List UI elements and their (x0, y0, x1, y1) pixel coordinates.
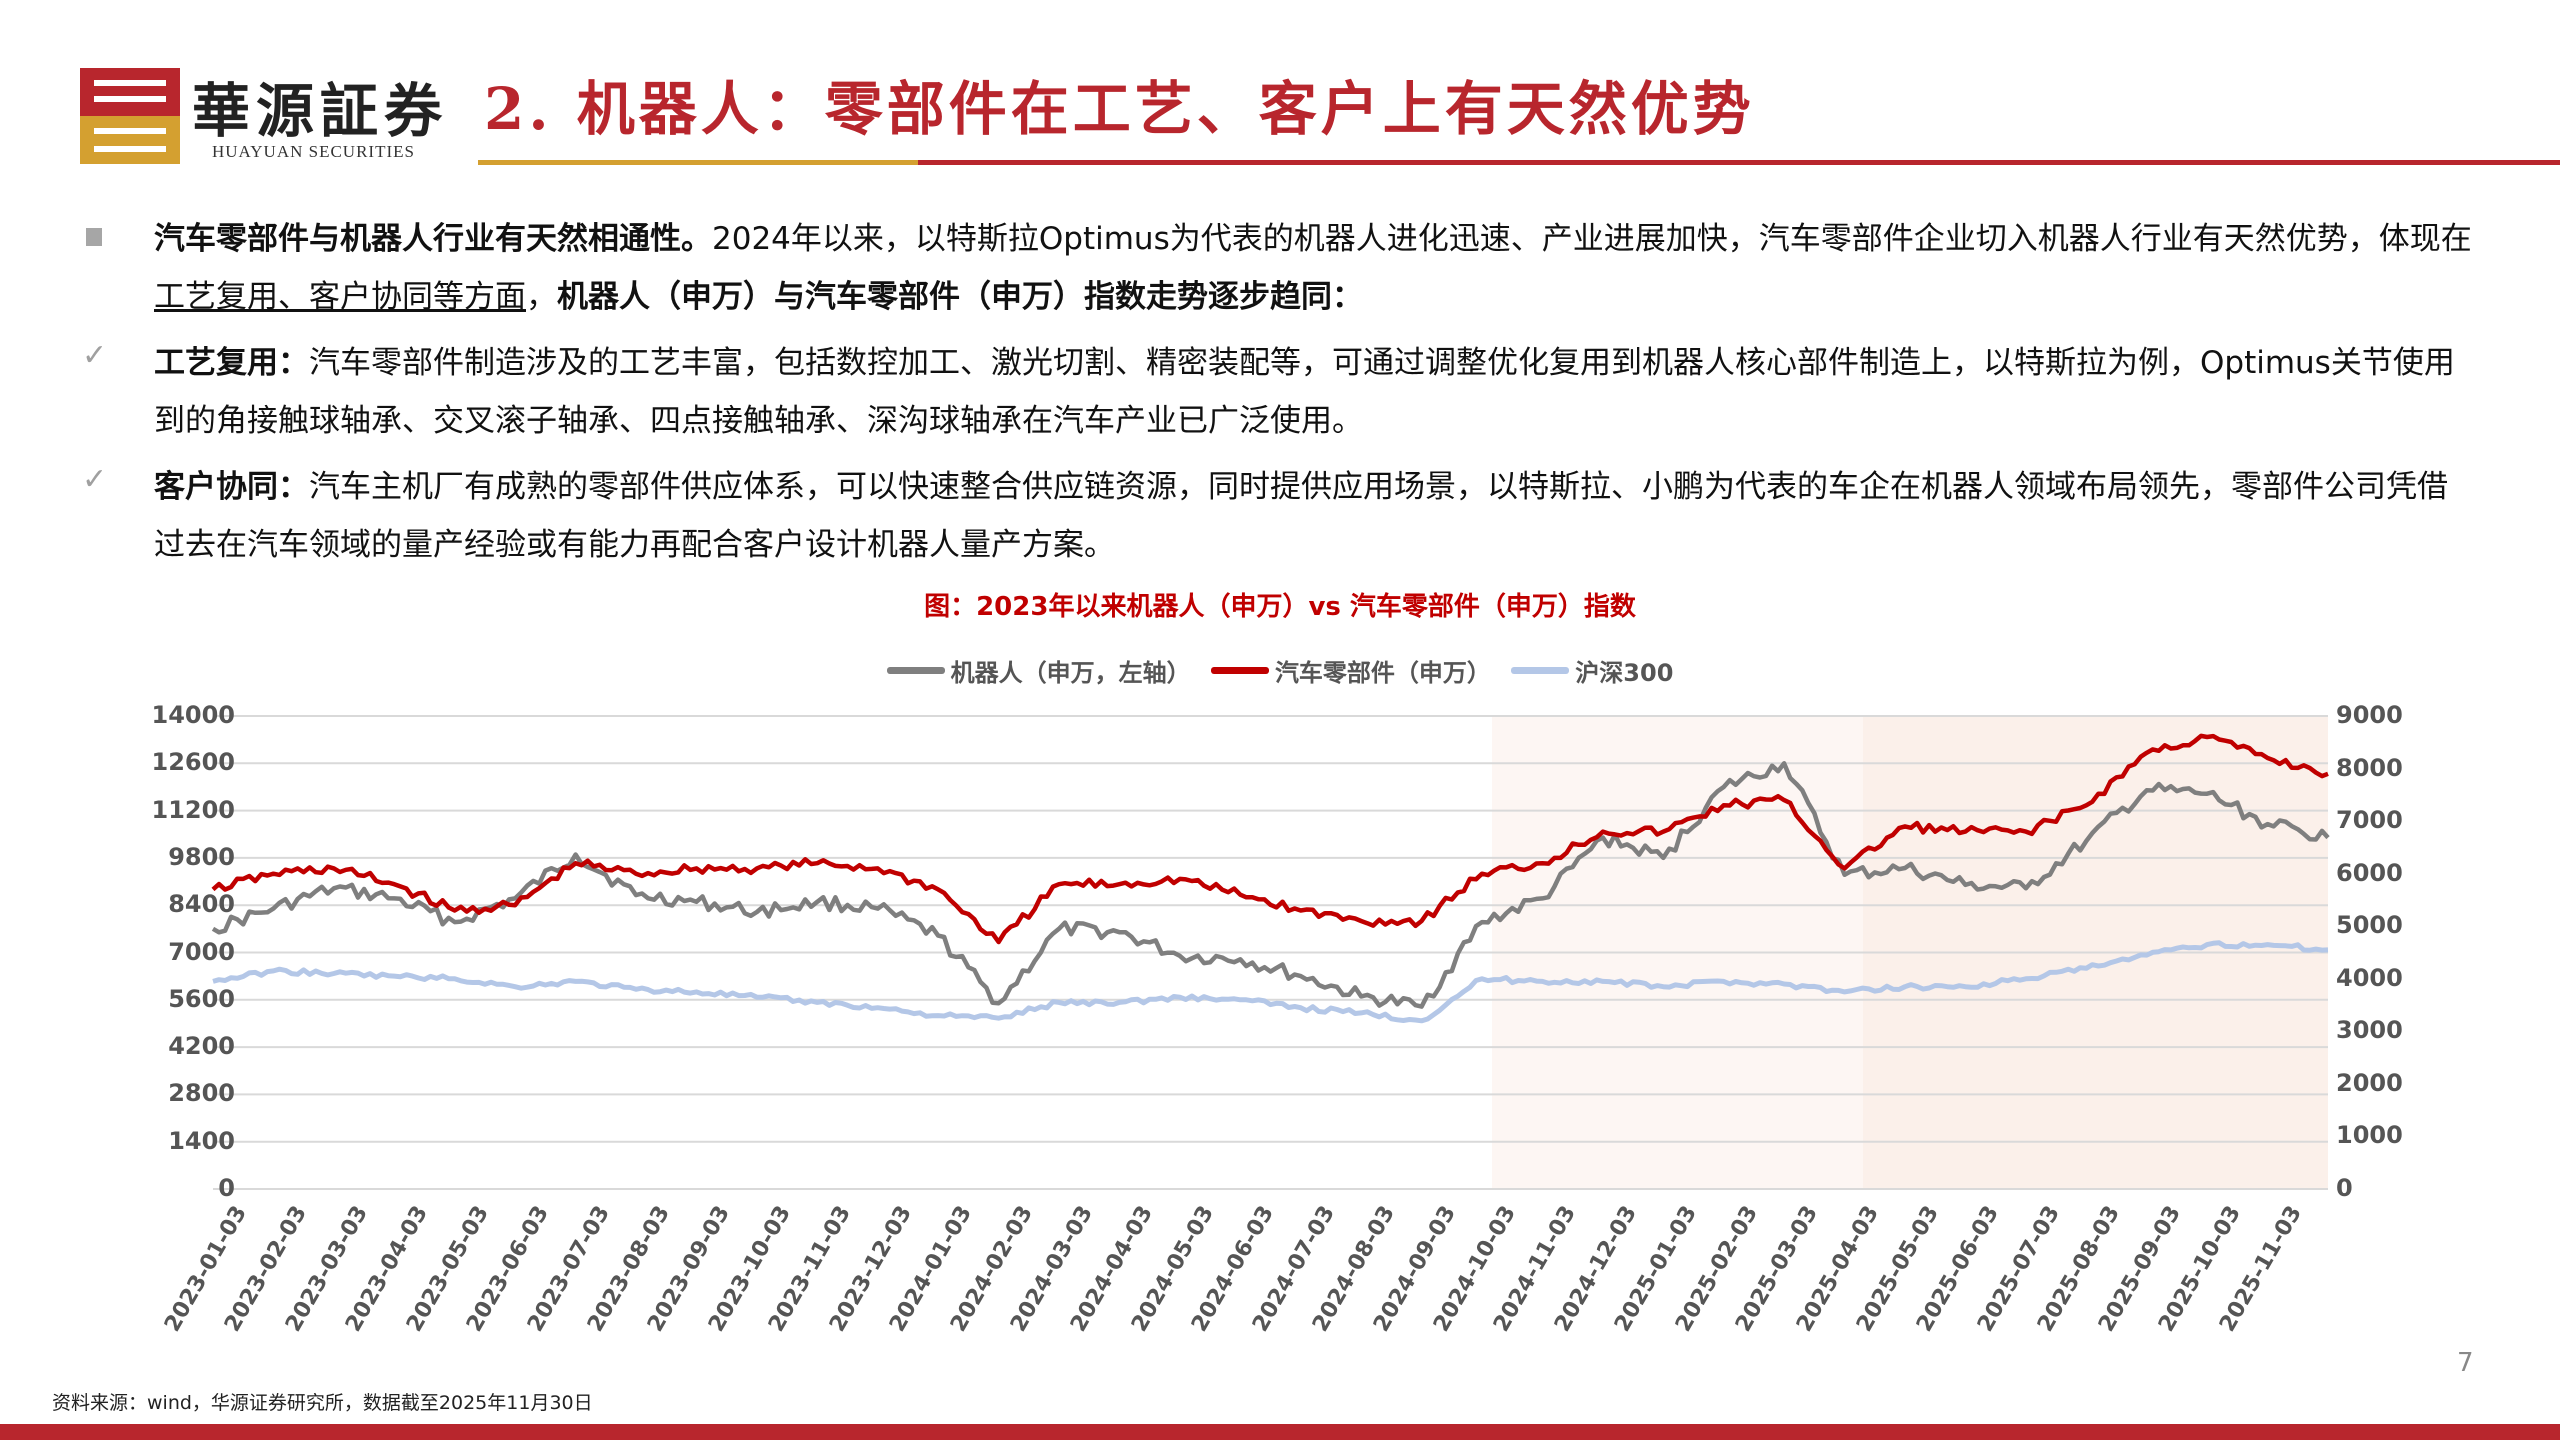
legend-swatch-csi300 (1511, 667, 1570, 674)
title-divider-red (918, 160, 2560, 165)
legend-item-robot: 机器人（申万，左轴） (886, 653, 1191, 688)
series-line-auto-parts (211, 733, 2329, 945)
customer-synergy-text: 汽车主机厂有成熟的零部件供应体系，可以快速整合供应链资源，同时提供应用场景，以特… (154, 469, 2448, 563)
series-line-csi300 (212, 940, 2329, 1024)
right-axis-tick: 9000 (2336, 701, 2403, 729)
intro-text: 2024年以来，以特斯拉Optimus为代表的机器人进化迅速、产业进展加快，汽车… (712, 221, 2472, 257)
brand-logo (80, 68, 180, 164)
chart-title: 图：2023年以来机器人（申万）vs 汽车零部件（申万）指数 (924, 592, 1636, 622)
right-axis-tick: 4000 (2336, 963, 2403, 992)
title-divider-gold (478, 160, 918, 165)
legend-label-csi300: 沪深300 (1575, 659, 1674, 687)
check-bullet-icon: ✓ (82, 338, 108, 373)
process-reuse-lead: 工艺复用： (154, 345, 309, 381)
legend-label-auto-parts: 汽车零部件（申万） (1274, 659, 1491, 687)
right-axis-tick: 2000 (2336, 1068, 2403, 1097)
brand-name-cn: 華源証券 (192, 77, 449, 145)
right-axis-tick: 6000 (2336, 858, 2403, 887)
left-axis-tick: 0 (218, 1174, 235, 1202)
process-reuse-text: 汽车零部件制造涉及的工艺丰富，包括数控加工、激光切割、精密装配等，可通过调整优化… (154, 345, 2455, 439)
left-axis-tick: 12600 (151, 748, 236, 777)
left-axis-tick: 8400 (168, 890, 235, 919)
customer-synergy-lead: 客户协同： (154, 469, 309, 505)
left-axis-tick: 9800 (168, 842, 235, 871)
left-axis-tick: 2800 (168, 1079, 235, 1108)
brand-name-en: HUAYUAN SECURITIES (212, 142, 415, 161)
footer-bar (0, 1424, 2560, 1440)
left-axis-tick: 1400 (168, 1126, 235, 1155)
left-axis-tick: 4200 (168, 1032, 235, 1061)
left-axis-tick: 7000 (168, 937, 235, 966)
left-axis-tick: 11200 (151, 795, 236, 824)
right-axis-tick: 7000 (2336, 806, 2403, 835)
left-axis-tick: 14000 (151, 701, 236, 729)
page-title: 2. 机器人：零部件在工艺、客户上有天然优势 (484, 75, 1755, 143)
intro-comma: ， (526, 279, 557, 315)
legend-item-csi300: 沪深300 (1511, 653, 1673, 688)
chart-legend: 机器人（申万，左轴） 汽车零部件（申万） 沪深300 (0, 652, 2560, 688)
check-bullet-icon: ✓ (82, 462, 108, 497)
paragraph-customer-synergy: 客户协同：汽车主机厂有成熟的零部件供应体系，可以快速整合供应链资源，同时提供应用… (154, 458, 2474, 574)
right-axis-tick: 5000 (2336, 911, 2403, 940)
data-source-note: 资料来源：wind，华源证券研究所，数据截至2025年11月30日 (52, 1392, 593, 1414)
square-bullet-icon (86, 228, 102, 246)
intro-underline: 工艺复用、客户协同等方面 (154, 279, 526, 315)
right-axis-tick: 0 (2336, 1174, 2353, 1202)
paragraph-intro: 汽车零部件与机器人行业有天然相通性。2024年以来，以特斯拉Optimus为代表… (154, 210, 2474, 326)
intro-conclusion: 机器人（申万）与汽车零部件（申万）指数走势逐步趋同： (557, 279, 1363, 315)
page-number: 7 (2457, 1348, 2474, 1378)
legend-swatch-auto-parts (1210, 667, 1269, 674)
legend-item-auto-parts: 汽车零部件（申万） (1210, 653, 1491, 688)
right-axis-tick: 3000 (2336, 1016, 2403, 1045)
paragraph-process-reuse: 工艺复用：汽车零部件制造涉及的工艺丰富，包括数控加工、激光切割、精密装配等，可通… (154, 334, 2474, 450)
right-axis-tick: 8000 (2336, 753, 2403, 782)
legend-label-robot: 机器人（申万，左轴） (950, 659, 1191, 687)
left-axis-tick: 5600 (168, 984, 235, 1013)
legend-swatch-robot (886, 667, 945, 674)
intro-lead: 汽车零部件与机器人行业有天然相通性。 (154, 221, 712, 257)
right-axis-tick: 1000 (2336, 1121, 2403, 1150)
